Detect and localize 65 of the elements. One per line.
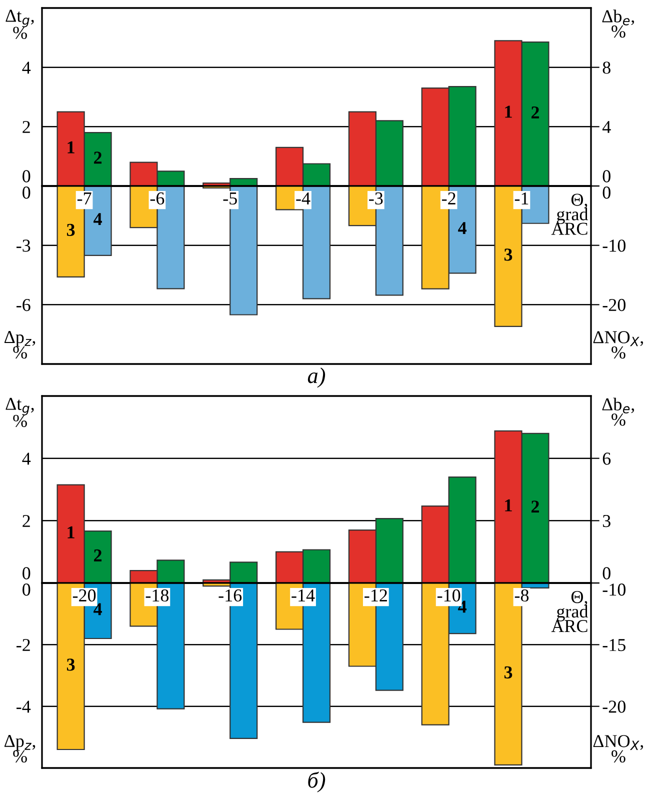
y2-tick-label: -20 bbox=[602, 700, 626, 713]
text: 4 bbox=[94, 213, 102, 226]
series-label: 4 bbox=[458, 222, 466, 234]
x-axis-title: Θ, grad ARC bbox=[551, 590, 588, 632]
series-label: 1 bbox=[68, 526, 74, 538]
y2-tick-label: 3 bbox=[602, 514, 610, 528]
series-label: 2 bbox=[94, 549, 102, 562]
y2-axis-title: Δb$_{e}$, % bbox=[602, 10, 634, 38]
text: 3 bbox=[504, 666, 512, 678]
y-tick-label: 2 bbox=[22, 514, 30, 527]
y2-tick-label: 8 bbox=[602, 62, 610, 74]
y2-axis-title: ΔNO$_{X}$, % bbox=[593, 735, 644, 763]
text: a) bbox=[308, 368, 326, 388]
x-tick-label: -10 bbox=[437, 589, 460, 602]
y-axis-title: Δt$_{g}$, % bbox=[6, 10, 34, 39]
y-tick-label: 2 bbox=[22, 120, 30, 133]
x-tick-label: -5 bbox=[223, 192, 237, 205]
text: б) bbox=[308, 772, 326, 792]
y2-axis-title: Δb$_{e}$, % bbox=[602, 398, 634, 426]
x-tick-label: -20 bbox=[72, 589, 96, 602]
series-label: 1 bbox=[68, 141, 74, 154]
x-tick-label: -14 bbox=[292, 589, 315, 602]
y-axis-title: Δt$_{g}$, % bbox=[6, 398, 34, 428]
x-tick-label: -8 bbox=[514, 589, 529, 602]
y2-tick-label: 0 bbox=[602, 170, 610, 182]
y2-tick-label: -10 bbox=[602, 240, 626, 252]
y2-tick-label: -15 bbox=[602, 639, 626, 652]
y-tick-label: -4 bbox=[16, 700, 31, 713]
x-tick-label: -2 bbox=[442, 192, 456, 204]
text: 1 bbox=[505, 499, 512, 512]
y-tick-label: 4 bbox=[22, 452, 31, 465]
y-tick-label: -6 bbox=[16, 298, 30, 312]
x-tick-label: -1 bbox=[514, 192, 528, 204]
x-tick-label: -7 bbox=[77, 192, 92, 204]
y2-tick-label: 6 bbox=[602, 452, 611, 465]
y-tick-label: 0 bbox=[22, 170, 30, 182]
series-label: 4 bbox=[458, 600, 466, 613]
text: 2 bbox=[531, 500, 539, 513]
y-tick-label: -3 bbox=[16, 240, 30, 252]
x-tick-label: -3 bbox=[369, 192, 383, 205]
y2-tick-label: 4 bbox=[602, 121, 611, 133]
series-label: 2 bbox=[94, 152, 102, 164]
text: 3 bbox=[504, 248, 512, 261]
x-tick-label: -4 bbox=[296, 192, 310, 204]
x-tick-label: -18 bbox=[146, 589, 169, 602]
y-axis-title: Δp$_{z}$, % bbox=[4, 734, 36, 763]
text: 2 bbox=[531, 106, 539, 118]
x-tick-label: -12 bbox=[364, 589, 387, 602]
y2-axis-title: ΔNO$_{X}$, % bbox=[593, 331, 644, 359]
y2-tick-label: -20 bbox=[602, 298, 626, 312]
series-label: 3 bbox=[66, 224, 75, 236]
y-tick-label: 0 bbox=[22, 567, 30, 580]
series-label: 3 bbox=[66, 658, 75, 671]
x-axis-title: Θ, grad ARC bbox=[551, 194, 588, 235]
y2-tick-label: 0 bbox=[602, 186, 610, 199]
y-axis-title: Δp$_{z}$, % bbox=[4, 331, 36, 359]
y-tick-label: 0 bbox=[22, 186, 30, 199]
x-tick-label: -16 bbox=[218, 589, 242, 602]
text: 4 bbox=[94, 603, 102, 616]
y-tick-label: 0 bbox=[22, 584, 30, 596]
y2-tick-label: 0 bbox=[602, 567, 610, 580]
y-tick-label: -2 bbox=[16, 638, 30, 651]
x-tick-label: -6 bbox=[150, 192, 164, 205]
y-tick-label: 4 bbox=[22, 62, 31, 74]
text: 1 bbox=[505, 106, 512, 118]
